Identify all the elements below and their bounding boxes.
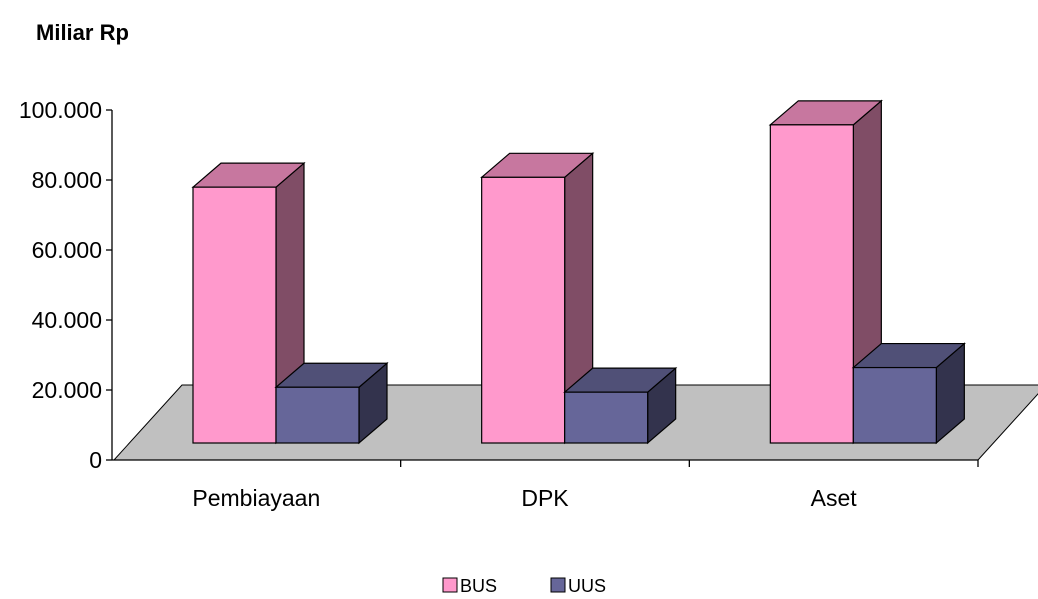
y-tick-label: 20.000 (32, 377, 102, 403)
y-tick-label: 40.000 (32, 307, 102, 333)
x-tick-label: Aset (811, 485, 858, 511)
legend-swatch (442, 577, 458, 593)
y-tick-label: 100.000 (19, 97, 102, 123)
bar-front (192, 186, 277, 444)
bar-front (481, 176, 566, 444)
bar-bus-aset (768, 99, 883, 445)
chart-axes: 0 20.000 40.000 60.000 80.000 100.000 Pembiaya… (19, 97, 979, 511)
bar-uus-pembiayaan (274, 361, 389, 445)
x-tick-label: DPK (521, 485, 569, 511)
bar-front (564, 391, 649, 444)
bar-front (769, 124, 854, 444)
legend-item-uus: UUS (550, 576, 606, 596)
legend-swatch (550, 577, 566, 593)
legend-label: BUS (460, 576, 497, 596)
y-tick-label: 0 (89, 447, 102, 473)
unit-label: Miliar Rp (36, 20, 129, 45)
legend-label: UUS (568, 576, 606, 596)
y-tick-label: 60.000 (32, 237, 102, 263)
legend: BUS UUS (442, 576, 606, 596)
chart-bars (191, 99, 966, 445)
bar-uus-aset (851, 342, 966, 445)
bar-front (275, 386, 360, 444)
y-tick-label: 80.000 (32, 167, 102, 193)
x-tick-label: Pembiayaan (192, 485, 320, 511)
legend-item-bus: BUS (442, 576, 497, 596)
bar-bus-dpk (480, 152, 595, 445)
bar-bus-pembiayaan (191, 161, 306, 445)
bar-front (852, 366, 937, 444)
bar-uus-dpk (563, 366, 678, 445)
